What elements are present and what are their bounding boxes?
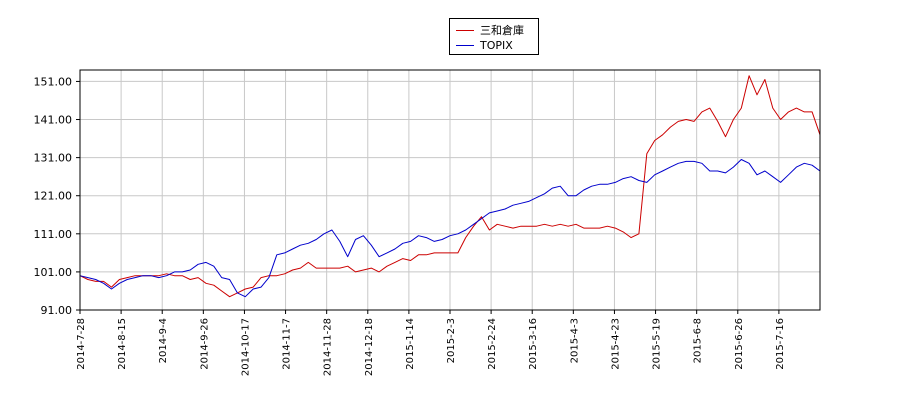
legend: 三和倉庫 TOPIX (449, 18, 539, 55)
x-tick-label: 2014-12-18 (364, 318, 375, 376)
plot-area-frame (79, 69, 821, 311)
y-tick-label: 111.00 (34, 228, 73, 241)
series-line-2 (79, 159, 821, 298)
legend-swatch-series-1 (456, 29, 474, 31)
series-line-1 (79, 75, 821, 298)
x-tick-label: 2015-2-24 (487, 318, 498, 370)
x-tick-label: 2015-6-8 (693, 318, 704, 363)
y-tick-label: 131.00 (34, 152, 73, 165)
y-tick-label: 151.00 (34, 75, 73, 88)
x-tick-label: 2015-2-3 (446, 318, 457, 363)
x-tick-label: 2015-3-16 (528, 318, 539, 370)
x-tick-label: 2014-8-15 (117, 318, 128, 370)
x-tick-label: 2015-4-3 (569, 318, 580, 363)
y-tick-label: 121.00 (34, 190, 73, 203)
y-tick-label: 101.00 (34, 266, 73, 279)
y-axis-tick-labels: 91.00 101.00 111.00 121.00 131.00 141.00 151.0… (34, 75, 73, 317)
legend-swatch-series-2 (456, 44, 474, 46)
y-tick-label: 141.00 (34, 114, 73, 127)
grid (76, 70, 820, 314)
legend-item-series-2: TOPIX (456, 38, 513, 52)
legend-item-series-1: 三和倉庫 (456, 23, 524, 37)
x-tick-label: 2014-10-17 (240, 318, 251, 376)
x-tick-label: 2014-11-28 (323, 318, 334, 376)
x-axis-tick-labels: 2014-7-28 2014-8-15 2014-9-4 2014-9-26 2014-… (76, 318, 786, 376)
x-tick-label: 2014-9-4 (158, 318, 169, 363)
x-tick-label: 2015-5-19 (652, 318, 663, 370)
y-tick-label: 91.00 (41, 304, 73, 317)
x-tick-label: 2015-7-16 (775, 318, 786, 370)
x-tick-label: 2014-9-26 (199, 318, 210, 370)
legend-label-series-2: TOPIX (480, 38, 513, 52)
x-tick-label: 2014-7-28 (76, 318, 87, 370)
x-tick-label: 2015-1-14 (405, 318, 416, 370)
series-lines (79, 75, 821, 298)
x-tick-label: 2015-6-26 (734, 318, 745, 370)
x-tick-label: 2014-11-7 (282, 318, 293, 370)
x-tick-label: 2015-4-23 (610, 318, 621, 370)
legend-label-series-1: 三和倉庫 (480, 24, 524, 37)
